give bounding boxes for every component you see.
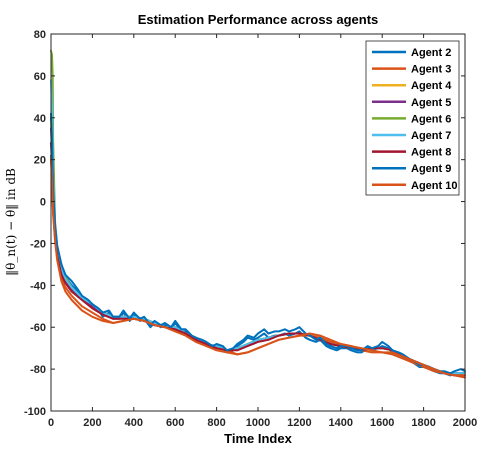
x-tick-label: 600 (166, 417, 184, 429)
legend-label: Agent 8 (411, 147, 451, 159)
x-tick-label: 1200 (287, 417, 311, 429)
legend-label: Agent 7 (411, 130, 451, 142)
y-tick-label: -60 (30, 322, 46, 334)
x-axis: 0 200 400 600 800 1000 1200 1400 1600 1800 2000 (48, 34, 477, 429)
y-axis-label: ‖θ_n(t) − θ‖ in dB (4, 168, 18, 276)
x-tick-label: 400 (125, 417, 143, 429)
x-tick-label: 0 (48, 417, 54, 429)
legend-label: Agent 2 (411, 47, 451, 59)
x-tick-label: 1600 (370, 417, 394, 429)
legend-label: Agent 4 (411, 80, 452, 92)
y-tick-label: 60 (34, 71, 46, 83)
y-tick-label: 20 (34, 155, 46, 167)
series-line-agent-8 (50, 141, 466, 377)
x-tick-label: 1800 (411, 417, 435, 429)
y-tick-label: -80 (30, 364, 46, 376)
y-tick-label: 0 (40, 197, 46, 209)
x-tick-label: 1400 (329, 417, 353, 429)
legend-label: Agent 6 (411, 113, 451, 125)
x-tick-label: 2000 (453, 417, 477, 429)
legend-entries: Agent 2 Agent 3 Agent 4 Agent 5 Agent 6 Agent… (372, 47, 457, 192)
legend: Agent 2 Agent 3 Agent 4 Agent 5 Agent 6 Agent… (365, 40, 460, 196)
y-tick-label: 80 (34, 29, 46, 41)
x-tick-label: 1000 (246, 417, 270, 429)
y-tick-label: 40 (34, 113, 46, 125)
legend-label: Agent 10 (411, 180, 457, 192)
y-tick-label: -40 (30, 280, 46, 292)
series-line-agent-10 (50, 158, 466, 377)
y-tick-label: -20 (30, 238, 46, 250)
y-axis: -100 -80 -60 -40 -20 0 20 40 60 80 (24, 29, 465, 418)
series-line-agent-9 (50, 112, 466, 375)
y-tick-label: -100 (24, 406, 46, 418)
series-layer (50, 49, 466, 379)
x-tick-label: 200 (83, 417, 101, 429)
legend-label: Agent 3 (411, 64, 451, 76)
x-tick-label: 800 (207, 417, 225, 429)
legend-label: Agent 9 (411, 163, 451, 175)
x-axis-label: Time Index (224, 431, 292, 446)
chart-title: Estimation Performance across agents (138, 12, 379, 27)
legend-label: Agent 5 (411, 97, 451, 109)
